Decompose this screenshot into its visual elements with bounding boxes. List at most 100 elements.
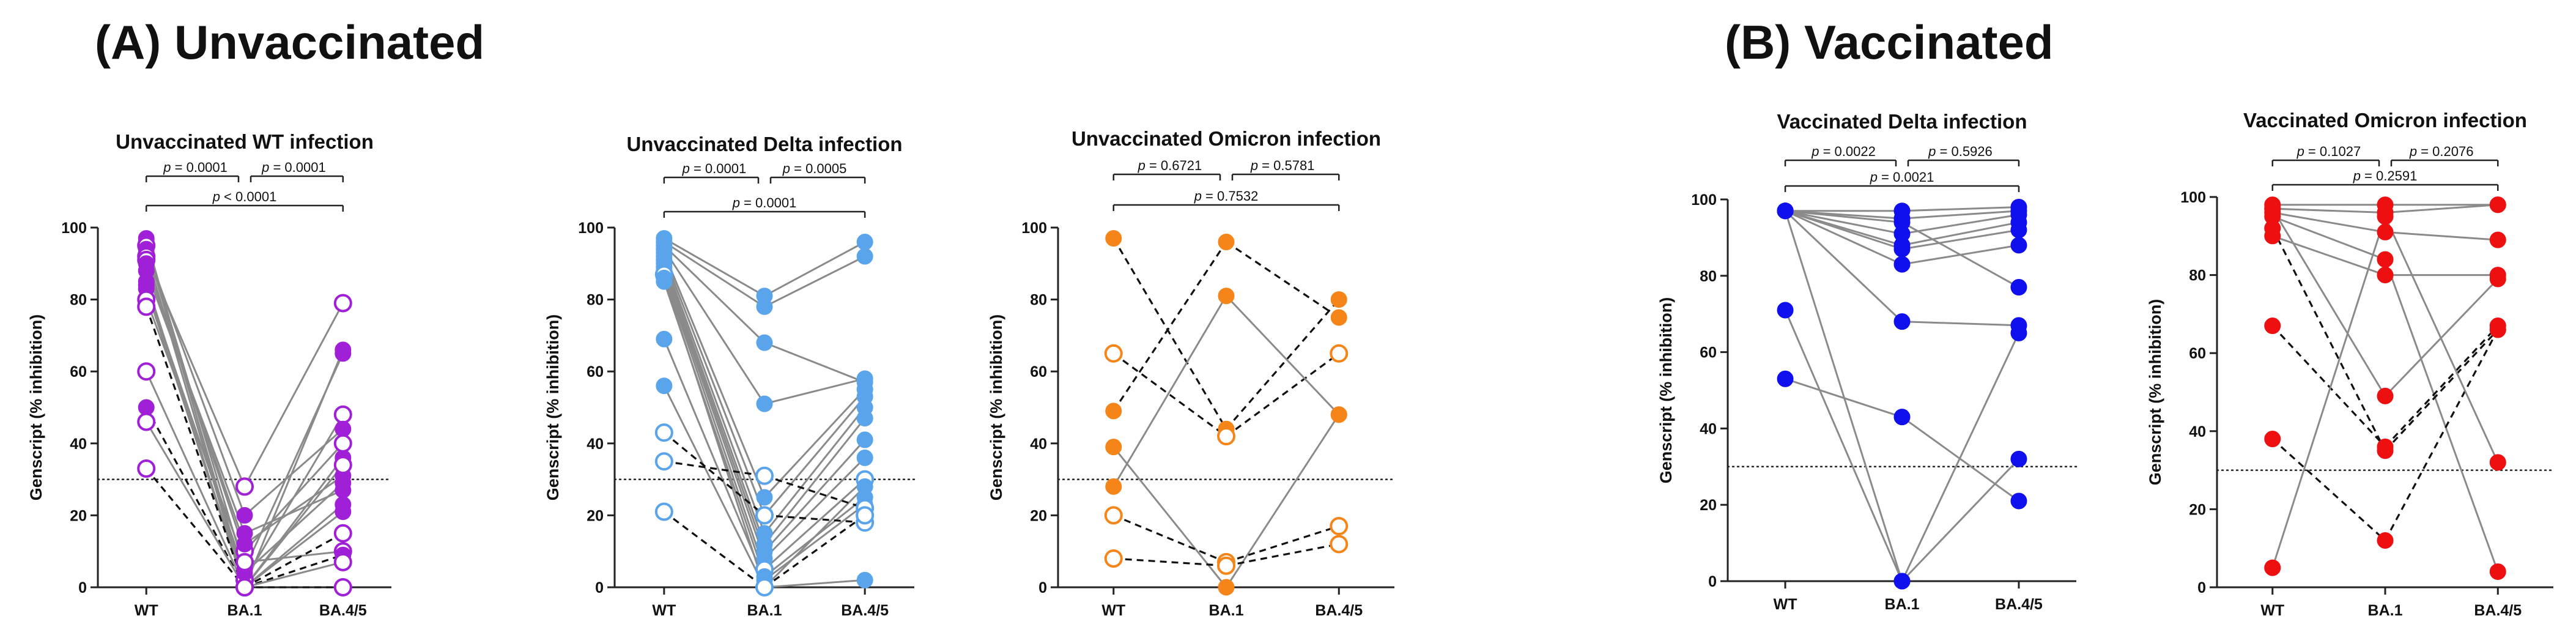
subject-line bbox=[244, 561, 344, 589]
pvalue-text: = 0.0021 bbox=[1878, 169, 1934, 185]
data-point bbox=[656, 377, 673, 395]
pvalue-bracket: p = 0.0022 bbox=[1784, 144, 1897, 166]
subject-line bbox=[2384, 216, 2499, 463]
subject-line bbox=[1226, 241, 1340, 319]
data-point bbox=[1893, 573, 1911, 590]
x-tick-label: WT bbox=[135, 602, 158, 619]
pvalue-text: = 0.0005 bbox=[790, 161, 846, 176]
pvalue-label: p = 0.6721 bbox=[1138, 158, 1202, 173]
subject-line bbox=[1901, 321, 2019, 327]
subject-line bbox=[2272, 207, 2386, 214]
data-point bbox=[1218, 288, 1235, 305]
data-point bbox=[235, 578, 254, 596]
panel-title: Unvaccinated WT infection bbox=[116, 130, 374, 153]
data-point bbox=[755, 466, 774, 485]
y-tick-label: 20 bbox=[70, 507, 87, 524]
panel-title: Vaccinated Omicron infection bbox=[2243, 109, 2527, 132]
subject-line bbox=[763, 396, 866, 516]
subject-points bbox=[1777, 198, 2027, 590]
subject-line bbox=[763, 478, 866, 570]
subject-line bbox=[1785, 210, 1903, 235]
subject-line bbox=[663, 431, 766, 516]
pvalue-text: = 0.1027 bbox=[2304, 144, 2361, 159]
subject-line bbox=[2385, 231, 2498, 241]
pvalue-text: = 0.2076 bbox=[2417, 144, 2473, 159]
data-point bbox=[236, 507, 253, 524]
subject-line bbox=[1785, 210, 1903, 250]
data-point bbox=[2264, 200, 2281, 217]
subject-line bbox=[1225, 414, 1340, 588]
subject-line bbox=[1901, 214, 2019, 235]
data-point bbox=[2377, 438, 2394, 455]
subject-line bbox=[764, 341, 865, 384]
subject-line bbox=[663, 281, 766, 577]
y-tick-label: 0 bbox=[1038, 579, 1047, 596]
subject-line bbox=[243, 482, 344, 574]
pvalue-symbol: p bbox=[2409, 144, 2417, 159]
subject-line bbox=[2385, 204, 2498, 214]
pvalue-bracket: p = 0.2076 bbox=[2390, 144, 2499, 166]
pvalue-symbol: p bbox=[1928, 144, 1936, 159]
pvalue-symbol: p bbox=[212, 189, 220, 204]
pvalue-bracket: p = 0.5781 bbox=[1231, 158, 1340, 180]
data-point bbox=[1217, 556, 1235, 575]
pvalue-bracket: p = 0.0001 bbox=[663, 161, 760, 184]
subject-line bbox=[664, 237, 765, 297]
data-point bbox=[756, 334, 773, 351]
subject-line bbox=[664, 241, 765, 308]
pvalue-symbol: p bbox=[163, 160, 171, 175]
data-point bbox=[333, 524, 352, 543]
x-tick-label: BA.4/5 bbox=[319, 602, 367, 619]
data-point bbox=[2264, 559, 2281, 576]
data-point bbox=[137, 362, 156, 381]
data-point bbox=[2377, 223, 2394, 240]
data-point bbox=[2377, 267, 2394, 284]
data-point bbox=[2264, 318, 2281, 335]
data-point bbox=[1104, 549, 1123, 568]
pvalue-label: p = 0.5926 bbox=[1928, 144, 1993, 159]
subject-line bbox=[663, 259, 766, 534]
y-axis-label: Genscript (% inhibition) bbox=[1657, 297, 1675, 484]
subject-line bbox=[764, 475, 865, 510]
pvalue-label: p = 0.2591 bbox=[2353, 168, 2418, 184]
subject-line bbox=[763, 457, 866, 560]
x-tick-label: BA.4/5 bbox=[2474, 602, 2522, 619]
data-point bbox=[1777, 370, 1794, 387]
x-tick-label: WT bbox=[652, 602, 676, 619]
data-point bbox=[756, 489, 773, 506]
subject-line bbox=[243, 302, 344, 488]
subject-line bbox=[2272, 215, 2386, 261]
data-point bbox=[1330, 291, 1347, 308]
y-tick-label: 100 bbox=[2180, 189, 2206, 206]
data-point bbox=[856, 449, 873, 466]
y-axis-label: Genscript (% inhibition) bbox=[27, 314, 45, 501]
x-tick-label: WT bbox=[1774, 596, 1797, 613]
x-tick-label: BA.1 bbox=[747, 602, 782, 619]
subject-line bbox=[2384, 329, 2499, 451]
data-point bbox=[1105, 230, 1122, 247]
data-point bbox=[335, 474, 352, 491]
data-point bbox=[2489, 196, 2506, 214]
data-point bbox=[2377, 532, 2394, 549]
data-point bbox=[1217, 427, 1235, 446]
subject-points bbox=[2264, 196, 2506, 580]
y-tick-label: 60 bbox=[587, 363, 604, 381]
subject-line bbox=[244, 550, 343, 563]
pvalue-text: < 0.0001 bbox=[220, 189, 276, 204]
data-point bbox=[2489, 270, 2506, 288]
subject-line bbox=[764, 514, 866, 589]
subject-line bbox=[244, 554, 344, 589]
pvalue-text: = 0.5781 bbox=[1258, 158, 1314, 173]
data-point bbox=[2264, 431, 2281, 448]
subject-line bbox=[663, 263, 766, 544]
subject-line bbox=[663, 245, 766, 344]
panel-title: Unvaccinated Delta infection bbox=[626, 133, 902, 155]
subject-line bbox=[1225, 295, 1340, 415]
subject-line bbox=[663, 273, 766, 570]
subject-line bbox=[1113, 557, 1227, 567]
y-tick-label: 20 bbox=[2189, 501, 2206, 518]
subject-line bbox=[764, 514, 865, 524]
data-point bbox=[2010, 450, 2027, 467]
pvalue-label: p = 0.0001 bbox=[163, 160, 228, 175]
